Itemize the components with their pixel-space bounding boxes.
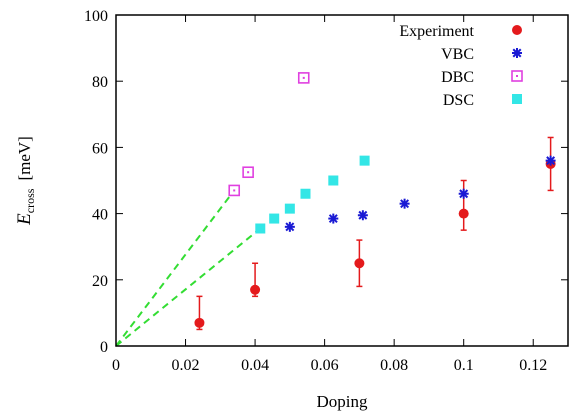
legend: Experiment VBC DBC DSC (399, 23, 523, 109)
data-points (194, 72, 556, 328)
x-axis-ticks: 0 0.02 0.04 0.06 0.08 0.1 0.12 (112, 15, 547, 374)
legend-marker-dsc (512, 94, 522, 104)
y-axis-label: Ecross [meV] (14, 136, 37, 226)
x-tick-label: 0 (112, 357, 120, 374)
square-center-dot (302, 76, 305, 79)
star-stroke (328, 214, 338, 224)
legend-label-dbc: DBC (441, 69, 474, 86)
point-vbc (545, 155, 556, 166)
y-tick-label: 20 (92, 273, 108, 290)
y-tick-label: 0 (100, 339, 108, 356)
x-tick-label: 0.12 (519, 357, 547, 374)
plot-frame (115, 14, 569, 347)
point-vbc (284, 221, 295, 232)
y-axis-label-unit: [meV] (15, 136, 34, 180)
y-tick-label: 60 (92, 140, 108, 157)
legend-marker-vbc (512, 48, 522, 58)
guide-lines (115, 189, 261, 347)
star-stroke (358, 210, 368, 220)
point-dbc (297, 72, 310, 84)
legend-label-dsc: DSC (443, 92, 474, 109)
point-dsc (300, 188, 311, 199)
star-stroke (285, 222, 295, 232)
point-experiment (194, 317, 205, 328)
point-vbc (357, 210, 368, 221)
y-axis-ticks: 0 20 40 60 80 100 (84, 8, 568, 356)
error-bars (196, 136, 554, 331)
legend-marker-experiment (512, 25, 522, 35)
y-axis-label-main: E (14, 213, 35, 226)
star-stroke (512, 48, 522, 58)
square-center-dot (516, 75, 518, 77)
point-dsc (284, 203, 295, 214)
point-experiment (354, 258, 365, 269)
x-tick-label: 0.04 (241, 357, 269, 374)
y-axis-label-sub: cross (23, 188, 37, 213)
x-tick-label: 0.02 (172, 357, 200, 374)
point-vbc (399, 198, 410, 209)
y-tick-label: 80 (92, 74, 108, 91)
point-experiment (458, 208, 469, 219)
point-dsc (269, 213, 280, 224)
star-stroke (400, 199, 410, 209)
y-tick-label: 40 (92, 207, 108, 224)
x-tick-label: 0.1 (454, 357, 474, 374)
guide-line (115, 227, 261, 347)
point-experiment (250, 284, 261, 295)
guide-line (115, 189, 236, 347)
point-dsc (359, 155, 370, 166)
star-stroke (459, 189, 469, 199)
point-vbc (458, 188, 469, 199)
point-dsc (255, 223, 266, 234)
legend-label-experiment: Experiment (399, 23, 474, 40)
point-vbc (328, 213, 339, 224)
x-tick-label: 0.08 (380, 357, 408, 374)
point-dbc (242, 166, 254, 179)
legend-marker-dbc (511, 70, 523, 82)
x-tick-label: 0.06 (311, 357, 339, 374)
square-center-dot (233, 189, 236, 192)
legend-label-vbc: VBC (441, 46, 474, 63)
y-tick-label: 100 (84, 8, 108, 25)
x-axis-label: Doping (317, 392, 369, 411)
star-stroke (546, 156, 556, 166)
square-center-dot (247, 171, 250, 174)
point-dbc (228, 184, 241, 197)
point-dsc (328, 175, 339, 186)
